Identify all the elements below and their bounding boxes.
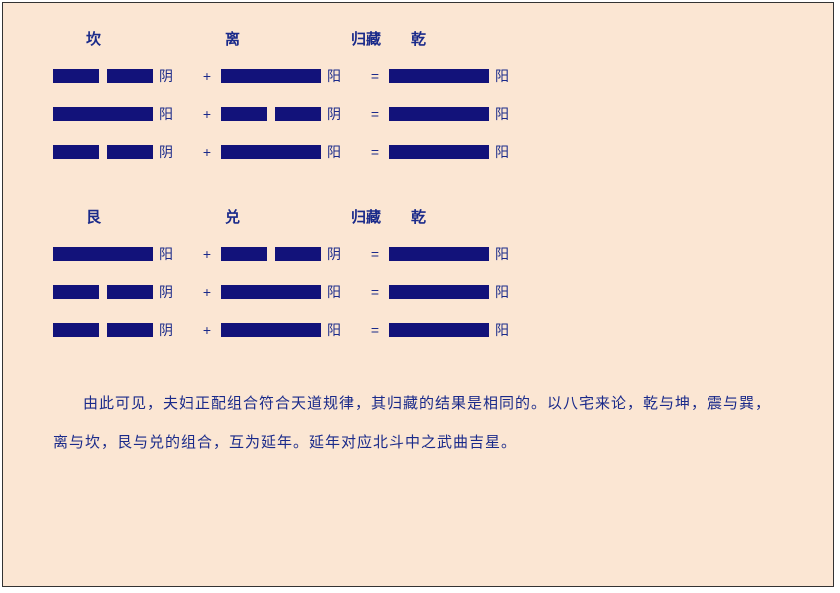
yinyang-label: 阴 bbox=[159, 320, 183, 340]
operator: + bbox=[193, 144, 221, 160]
yinyang-label: 阳 bbox=[495, 66, 519, 86]
yin-line bbox=[53, 285, 153, 299]
trigram-header-col1: 坎 bbox=[86, 28, 101, 49]
yang-line bbox=[389, 69, 489, 83]
yin-line bbox=[53, 145, 153, 159]
yang-line bbox=[221, 323, 321, 337]
yinyang-label: 阳 bbox=[495, 104, 519, 124]
trigram-header-col4: 乾 bbox=[411, 206, 426, 227]
trigram-row: 阴 + 阳 = 阳 bbox=[53, 316, 783, 344]
yang-line bbox=[53, 247, 153, 261]
operator: = bbox=[361, 68, 389, 84]
trigram-header-col2: 兑 bbox=[225, 206, 240, 227]
yin-line bbox=[53, 69, 153, 83]
page: 坎离归藏乾阴+阳=阳阳+阴=阳阴+阳=阳艮兑归藏乾阳+阴=阳阴+阳=阳阴+阳=阳… bbox=[2, 2, 834, 587]
yinyang-label: 阴 bbox=[159, 142, 183, 162]
yin-line bbox=[221, 247, 321, 261]
operator: + bbox=[193, 246, 221, 262]
yinyang-label: 阴 bbox=[159, 282, 183, 302]
yang-line bbox=[221, 145, 321, 159]
conclusion-paragraph: 由此可见，夫妇正配组合符合天道规律，其归藏的结果是相同的。以八宅来论，乾与坤，震… bbox=[53, 384, 783, 462]
yang-line bbox=[389, 285, 489, 299]
operator: = bbox=[361, 106, 389, 122]
yinyang-label: 阳 bbox=[327, 142, 351, 162]
yinyang-label: 阳 bbox=[495, 244, 519, 264]
yinyang-label: 阳 bbox=[495, 282, 519, 302]
yang-line bbox=[389, 247, 489, 261]
trigram-header-col4: 乾 bbox=[411, 28, 426, 49]
operator: + bbox=[193, 68, 221, 84]
yang-line bbox=[221, 285, 321, 299]
yinyang-label: 阴 bbox=[327, 244, 351, 264]
yinyang-label: 阳 bbox=[327, 66, 351, 86]
operator: = bbox=[361, 144, 389, 160]
yinyang-label: 阳 bbox=[327, 320, 351, 340]
yinyang-label: 阴 bbox=[327, 104, 351, 124]
trigram-header-col3: 归藏 bbox=[351, 28, 381, 49]
operator: + bbox=[193, 106, 221, 122]
operator: = bbox=[361, 246, 389, 262]
trigram-header-col2: 离 bbox=[225, 28, 240, 49]
yang-line bbox=[53, 107, 153, 121]
trigram-header-col3: 归藏 bbox=[351, 206, 381, 227]
yinyang-label: 阳 bbox=[159, 104, 183, 124]
trigram-row: 阴 + 阳 = 阳 bbox=[53, 138, 783, 166]
yang-line bbox=[389, 107, 489, 121]
yang-line bbox=[221, 69, 321, 83]
trigram-row: 阳 + 阴 = 阳 bbox=[53, 240, 783, 268]
yang-line bbox=[389, 145, 489, 159]
trigram-row: 阴 + 阳 = 阳 bbox=[53, 278, 783, 306]
trigram-table-0: 阴+阳=阳阳+阴=阳阴+阳=阳 bbox=[53, 62, 783, 166]
operator: + bbox=[193, 284, 221, 300]
trigram-headers: 艮 兑 归藏 乾 bbox=[53, 206, 783, 226]
operator: = bbox=[361, 322, 389, 338]
trigram-table-1: 阳+阴=阳阴+阳=阳阴+阳=阳 bbox=[53, 240, 783, 344]
yinyang-label: 阳 bbox=[495, 320, 519, 340]
yin-line bbox=[53, 323, 153, 337]
yin-line bbox=[221, 107, 321, 121]
yinyang-label: 阳 bbox=[159, 244, 183, 264]
yang-line bbox=[389, 323, 489, 337]
yinyang-label: 阴 bbox=[159, 66, 183, 86]
yinyang-label: 阳 bbox=[327, 282, 351, 302]
operator: + bbox=[193, 322, 221, 338]
trigram-row: 阳 + 阴 = 阳 bbox=[53, 100, 783, 128]
trigram-headers: 坎 离 归藏 乾 bbox=[53, 28, 783, 48]
yinyang-label: 阳 bbox=[495, 142, 519, 162]
trigram-row: 阴 + 阳 = 阳 bbox=[53, 62, 783, 90]
operator: = bbox=[361, 284, 389, 300]
trigram-header-col1: 艮 bbox=[86, 206, 101, 227]
